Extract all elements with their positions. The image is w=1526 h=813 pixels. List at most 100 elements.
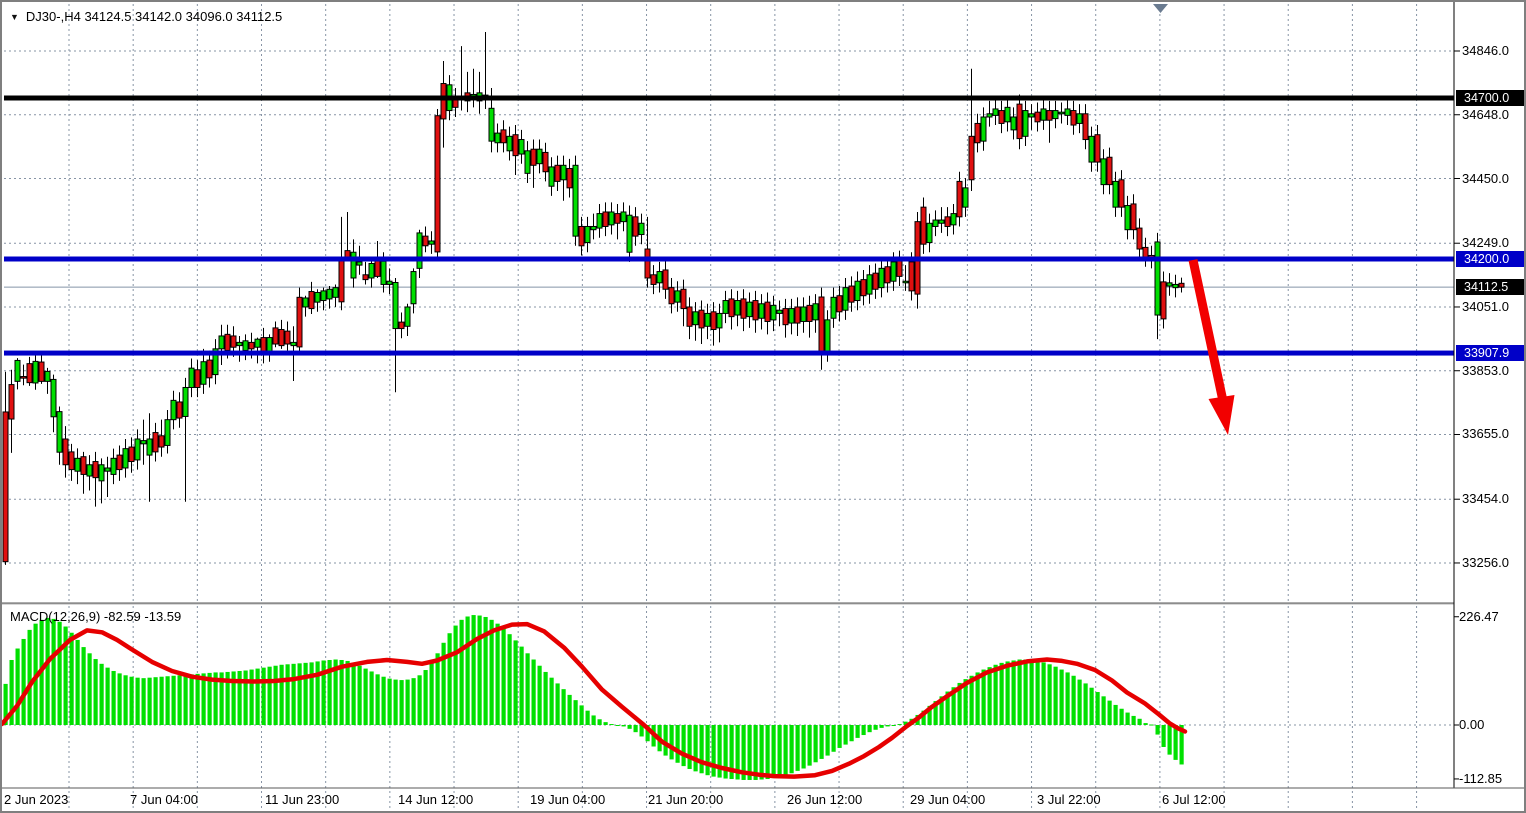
macd-histogram-bar	[675, 725, 680, 763]
macd-histogram-bar	[267, 666, 272, 725]
bullish-candle	[824, 319, 831, 353]
macd-histogram-bar	[459, 619, 464, 725]
bullish-candle	[1112, 180, 1119, 208]
symbol-dropdown-triangle-icon[interactable]: ▼	[10, 12, 19, 22]
support-resistance-line-34700.0[interactable]	[4, 95, 1454, 101]
macd-histogram-bar	[21, 638, 26, 725]
bullish-candle	[692, 311, 699, 326]
bearish-candle	[698, 309, 705, 329]
macd-histogram-bar	[375, 674, 380, 725]
bullish-candle	[302, 297, 309, 308]
macd-histogram-bar	[849, 725, 854, 742]
macd-histogram-bar	[777, 725, 782, 777]
bullish-candle	[638, 222, 645, 236]
bullish-candle	[758, 303, 765, 319]
bearish-candle	[968, 135, 975, 181]
bullish-candle	[200, 361, 207, 385]
macd-histogram-bar	[129, 676, 134, 725]
macd-histogram-bar	[201, 673, 206, 725]
macd-histogram-bar	[1029, 659, 1034, 725]
bullish-candle	[242, 340, 249, 351]
bullish-candle	[1022, 110, 1029, 137]
bearish-candle	[92, 461, 99, 479]
macd-histogram-bar	[1113, 704, 1118, 725]
macd-histogram-bar	[105, 667, 110, 725]
macd-histogram-bar	[717, 725, 722, 778]
macd-histogram-bar	[27, 629, 32, 725]
macd-histogram-bar	[813, 725, 818, 763]
macd-histogram-bar	[417, 675, 422, 725]
bullish-candle	[854, 280, 861, 302]
macd-histogram-bar	[639, 725, 644, 737]
bullish-candle	[620, 211, 627, 223]
chart-shift-marker-icon[interactable]	[1153, 4, 1168, 13]
macd-histogram-bar	[783, 725, 788, 776]
bearish-candle	[398, 321, 405, 330]
macd-histogram-bar	[81, 647, 86, 725]
bullish-candle	[608, 211, 615, 226]
macd-histogram-bar	[699, 725, 704, 774]
macd-histogram-bar	[831, 725, 836, 752]
bullish-candle	[938, 219, 945, 224]
macd-histogram-bar	[249, 669, 254, 725]
bullish-candle	[1058, 111, 1065, 115]
down-arrow-head-icon[interactable]	[1208, 395, 1235, 435]
bearish-candle	[818, 296, 825, 355]
bullish-candle	[626, 214, 633, 253]
macd-histogram-bar	[273, 665, 278, 725]
price-level-badge: 34200.0	[1456, 251, 1524, 267]
macd-histogram-bar	[405, 679, 410, 725]
macd-histogram-bar	[141, 678, 146, 725]
macd-histogram-bar	[921, 710, 926, 725]
panel-separator[interactable]	[2, 602, 1454, 604]
macd-histogram-bar	[1155, 725, 1160, 735]
macd-histogram-bar	[1089, 687, 1094, 725]
time-axis-label: 21 Jun 20:00	[648, 792, 724, 807]
bearish-candle	[848, 285, 855, 303]
macd-histogram-bar	[795, 725, 800, 771]
macd-histogram-bar	[63, 626, 68, 725]
bullish-candle	[878, 267, 885, 289]
macd-histogram-bar	[837, 725, 842, 748]
macd-histogram-bar	[339, 659, 344, 725]
bullish-candle	[326, 288, 333, 300]
bullish-candle	[356, 261, 363, 266]
macd-histogram-bar	[363, 668, 368, 725]
macd-histogram-bar	[507, 634, 512, 725]
bearish-candle	[806, 304, 813, 322]
bullish-candle	[1172, 283, 1179, 289]
macd-histogram-bar	[1071, 675, 1076, 725]
macd-axis-label: 0.00	[1459, 717, 1485, 732]
bullish-candle	[926, 222, 933, 244]
bullish-candle	[902, 280, 909, 284]
macd-histogram-bar	[51, 618, 56, 725]
macd-histogram-bar	[447, 633, 452, 725]
macd-histogram-bar	[885, 725, 890, 727]
macd-histogram-bar	[819, 725, 824, 759]
support-resistance-line-34200.0[interactable]	[4, 256, 1454, 262]
bearish-candle	[956, 180, 963, 218]
macd-histogram-bar	[285, 664, 290, 725]
bearish-candle	[68, 451, 75, 471]
bullish-candle	[110, 457, 117, 475]
bullish-candle	[488, 107, 495, 142]
time-axis-label: 7 Jun 04:00	[130, 792, 198, 807]
support-resistance-line-33907.9[interactable]	[4, 350, 1454, 356]
macd-histogram-bar	[393, 679, 398, 725]
bearish-candle	[1142, 246, 1149, 258]
macd-histogram-bar	[99, 663, 104, 725]
bearish-candle	[896, 259, 903, 277]
macd-histogram-bar	[243, 670, 248, 725]
bearish-candle	[1070, 110, 1077, 126]
time-axis-label: 14 Jun 12:00	[398, 792, 474, 807]
bearish-candle	[1082, 113, 1089, 141]
macd-histogram-bar	[345, 660, 350, 725]
down-arrow-shaft[interactable]	[1188, 259, 1228, 402]
bearish-candle	[194, 369, 201, 388]
bullish-candle	[386, 280, 393, 285]
bearish-candle	[1046, 110, 1053, 121]
bullish-candle	[290, 341, 297, 347]
macd-histogram-bar	[843, 725, 848, 745]
time-axis-label: 2 Jun 2023	[4, 792, 69, 807]
